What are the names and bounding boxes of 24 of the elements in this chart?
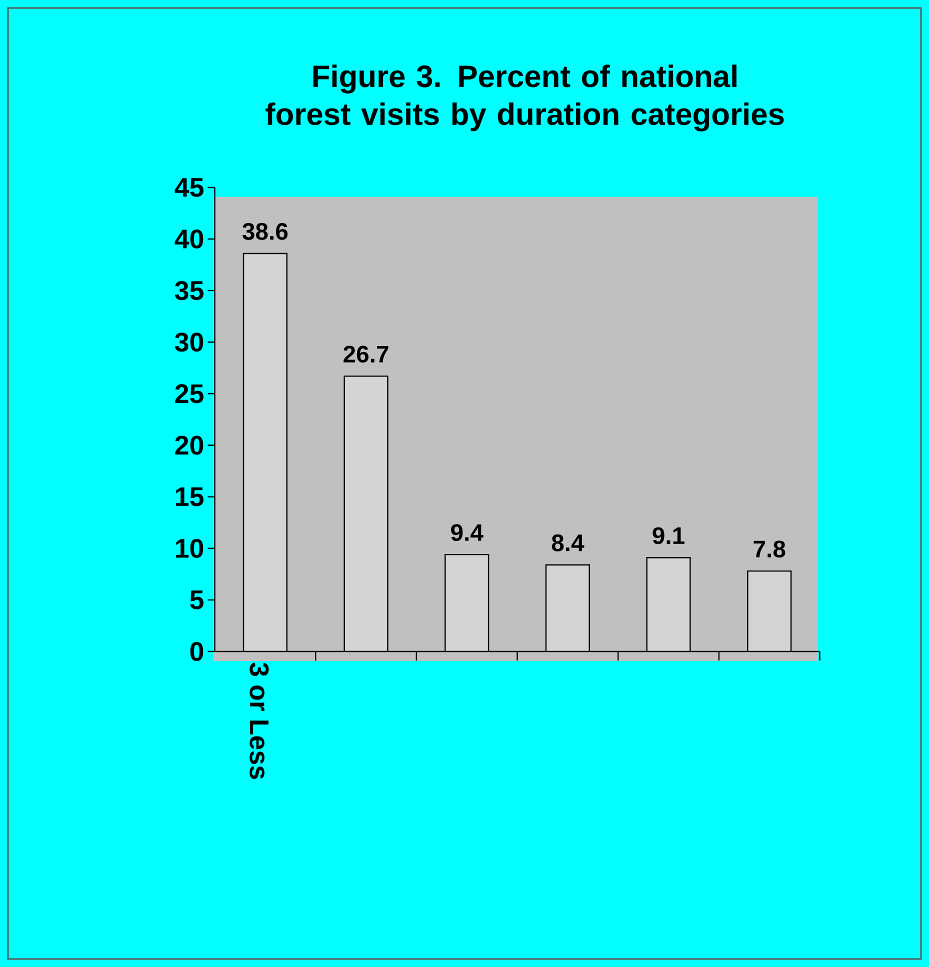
bar bbox=[545, 564, 590, 652]
y-tick-label: 0 bbox=[190, 642, 204, 661]
bar bbox=[242, 252, 288, 652]
bar bbox=[646, 557, 691, 652]
bar bbox=[444, 554, 490, 652]
data-label: 38.6 bbox=[242, 222, 288, 240]
data-label: 9.1 bbox=[652, 527, 684, 544]
y-tick-label: 15 bbox=[176, 487, 204, 506]
y-tick-label: 40 bbox=[174, 230, 204, 249]
y-tick-label: 25 bbox=[175, 384, 204, 404]
y-tick-label: 5 bbox=[190, 590, 204, 610]
x-tick-label: 3 or Less bbox=[250, 662, 269, 779]
y-tick-label: 20 bbox=[175, 436, 204, 455]
chart-title: Figure 3. Percent of national forest visits by duration categories bbox=[266, 64, 784, 132]
bar bbox=[747, 570, 792, 652]
y-tick-label: 35 bbox=[174, 281, 204, 300]
y-tick-label: 10 bbox=[176, 538, 204, 558]
data-label: 8.4 bbox=[552, 534, 584, 552]
data-label: 26.7 bbox=[344, 346, 388, 363]
bar bbox=[344, 376, 388, 652]
y-tick-label: 30 bbox=[174, 332, 204, 352]
data-label: 7.8 bbox=[754, 540, 786, 558]
y-tick-label: 45 bbox=[174, 178, 204, 197]
data-label: 9.4 bbox=[451, 524, 484, 542]
